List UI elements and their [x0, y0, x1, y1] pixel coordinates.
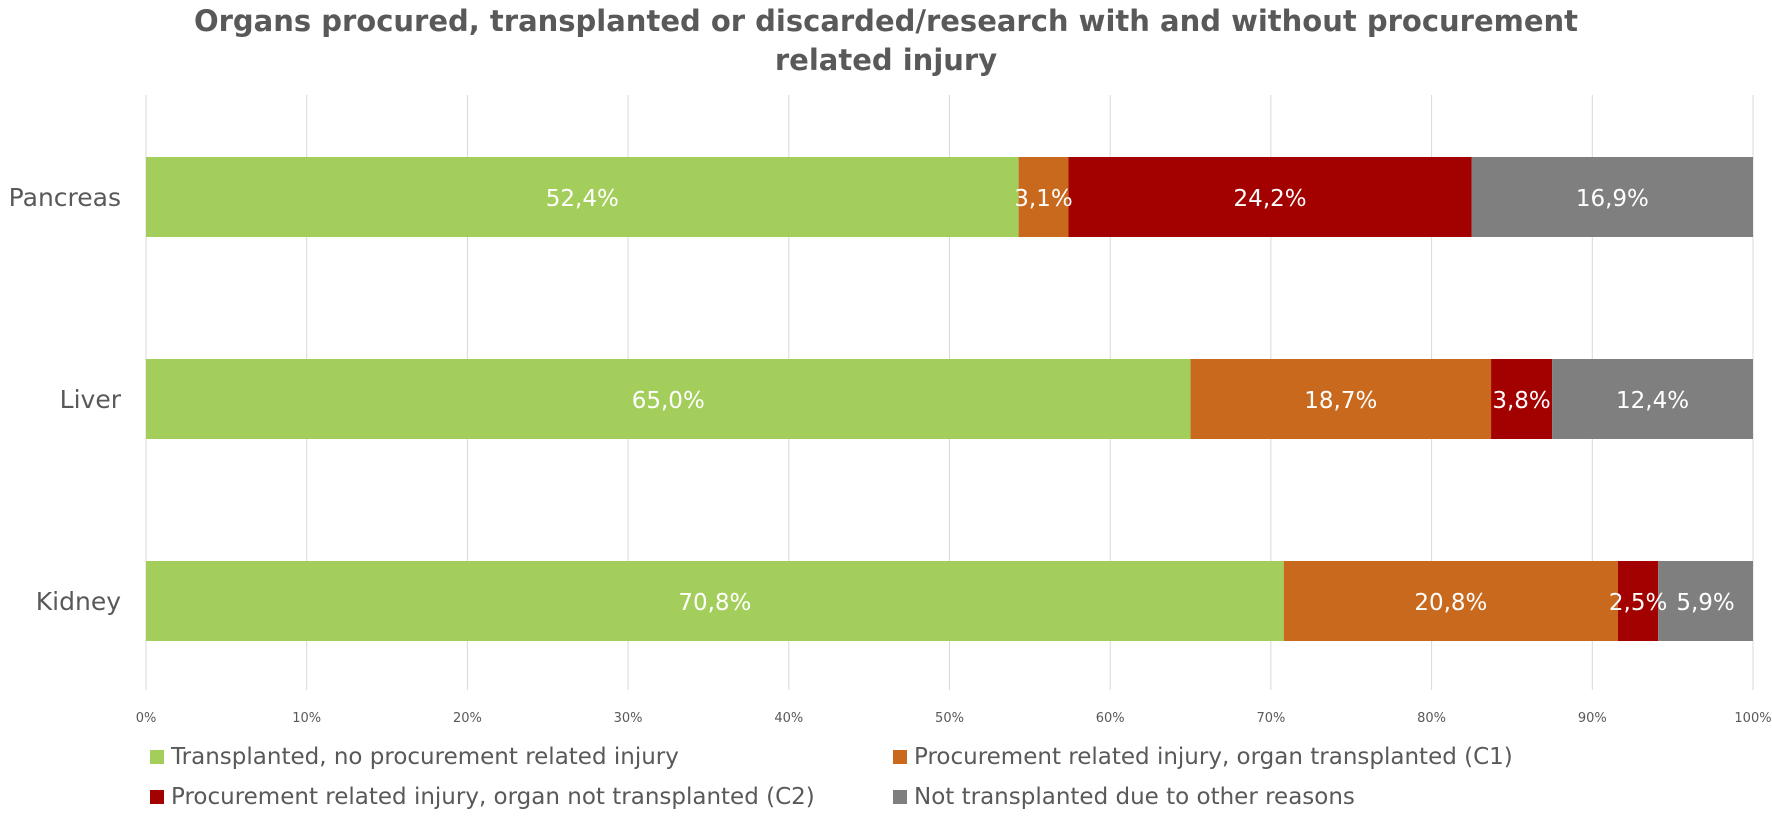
bar-segment	[1552, 359, 1753, 439]
x-tick-label: 10%	[292, 711, 321, 726]
data-labels: 52,4% 3,1% 24,2% 16,9% 65,0% 18,7% 3,8% 12,4% 70…	[546, 186, 1735, 616]
x-tick-label: 40%	[774, 711, 803, 726]
y-category-label: Liver	[60, 385, 122, 414]
chart-title-line-1: Organs procured, transplanted or discard…	[193, 4, 1579, 38]
data-label: 24,2%	[1234, 186, 1307, 212]
bar-segment	[146, 359, 1191, 439]
axis-labels: 0% 10% 20% 30% 40% 50% 60% 70% 80% 90% 100% Pancrea…	[9, 183, 1772, 726]
bar-segment	[146, 157, 1019, 237]
bars	[146, 157, 1753, 641]
bar-segment	[1658, 561, 1753, 641]
y-category-label: Kidney	[36, 587, 121, 616]
data-label: 70,8%	[678, 590, 751, 616]
x-tick-label: 30%	[614, 711, 643, 726]
bar-segment	[1471, 157, 1753, 237]
x-tick-label: 50%	[935, 711, 964, 726]
bar-segment	[146, 561, 1284, 641]
chart-title-line-2: related injury	[774, 43, 998, 77]
bar-segment	[1283, 561, 1619, 641]
bar-segment	[1068, 157, 1472, 237]
data-label: 12,4%	[1616, 388, 1689, 414]
data-label: 20,8%	[1414, 590, 1487, 616]
bar-segment	[1491, 359, 1553, 439]
data-label: 5,9%	[1676, 590, 1734, 616]
data-label: 2,5%	[1609, 590, 1667, 616]
x-tick-label: 70%	[1256, 711, 1285, 726]
data-label: 3,8%	[1492, 388, 1550, 414]
data-label: 65,0%	[632, 388, 705, 414]
x-tick-label: 60%	[1096, 711, 1125, 726]
y-category-label: Pancreas	[9, 183, 121, 212]
x-tick-label: 20%	[453, 711, 482, 726]
x-tick-label: 90%	[1578, 711, 1607, 726]
bar-segment	[1018, 157, 1069, 237]
x-tick-label: 80%	[1417, 711, 1446, 726]
bar-segment	[1190, 359, 1492, 439]
chart-title: Organs procured, transplanted or discard…	[0, 2, 1772, 80]
data-label: 52,4%	[546, 186, 619, 212]
data-label: 3,1%	[1014, 186, 1072, 212]
x-tick-label: 100%	[1734, 711, 1771, 726]
x-tick-label: 0%	[136, 711, 157, 726]
data-label: 18,7%	[1304, 388, 1377, 414]
bar-segment	[1618, 561, 1659, 641]
data-label: 16,9%	[1576, 186, 1649, 212]
